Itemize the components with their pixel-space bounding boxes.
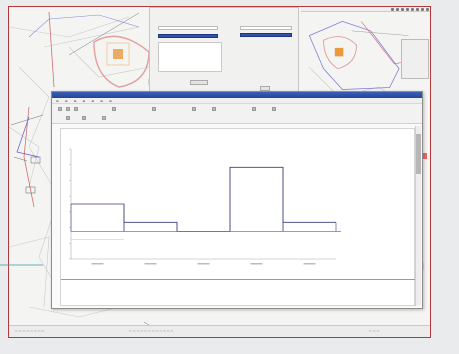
toolbar-button[interactable] bbox=[112, 107, 116, 111]
step-chart bbox=[69, 148, 341, 265]
menu-item[interactable]: ▬ bbox=[64, 99, 68, 103]
vertical-scrollbar[interactable] bbox=[415, 126, 421, 306]
menu-item[interactable]: ▬ bbox=[91, 99, 95, 103]
toolbar-button[interactable] bbox=[66, 116, 70, 120]
chart-series bbox=[70, 166, 341, 265]
toolbar-button[interactable] bbox=[192, 107, 196, 111]
toolbar-button[interactable] bbox=[212, 107, 216, 111]
menu-item[interactable]: ▬ bbox=[73, 99, 77, 103]
screenshot-frame: ▬ ▬ ▬ ▬ ▬ ▬ ▬ bbox=[8, 6, 431, 338]
dialog-field[interactable] bbox=[158, 26, 218, 30]
toolbar-button[interactable] bbox=[252, 107, 256, 111]
minimap-highlight bbox=[334, 47, 344, 57]
x-tick-label-placeholder bbox=[197, 263, 210, 265]
toolbar-icon[interactable] bbox=[416, 8, 419, 11]
dialog-list-box[interactable] bbox=[158, 42, 222, 72]
toolbar-button[interactable] bbox=[272, 107, 276, 111]
status-segment: ▭ ▭ ▭ ▭ ▭ ▭ ▭ ▭ ▭ ▭ ▭ ▭ bbox=[129, 329, 174, 333]
menu-item[interactable]: ▬ bbox=[100, 99, 104, 103]
dialog-field[interactable] bbox=[240, 26, 292, 30]
y-ticks bbox=[69, 148, 71, 260]
window-toolbar bbox=[52, 104, 422, 124]
dialog-selection-bar[interactable] bbox=[240, 33, 292, 37]
dialog-selection-bar[interactable] bbox=[158, 34, 218, 38]
settings-dialog bbox=[149, 7, 299, 97]
x-tick-label-placeholder bbox=[303, 263, 316, 265]
toolbar-icon[interactable] bbox=[406, 8, 409, 11]
dialog-button[interactable] bbox=[260, 86, 270, 91]
toolbar-icon[interactable] bbox=[401, 8, 404, 11]
step-series-line bbox=[71, 166, 336, 232]
map-highlight bbox=[113, 49, 123, 59]
x-tick-label-placeholder bbox=[91, 263, 104, 265]
report-window: ▬ ▬ ▬ ▬ ▬ ▬ ▬ bbox=[51, 91, 423, 309]
minimap-side-panel[interactable] bbox=[401, 39, 429, 79]
toolbar-button[interactable] bbox=[66, 107, 70, 111]
minimap-map bbox=[308, 21, 419, 90]
toolbar-icon[interactable] bbox=[421, 8, 424, 11]
toolbar-button[interactable] bbox=[152, 107, 156, 111]
status-bar: ▭ ▭ ▭ ▭ ▭ ▭ ▭ ▭ ▭ ▭ ▭ ▭ ▭ ▭ ▭ ▭ ▭ ▭ ▭ ▭ … bbox=[9, 325, 430, 337]
toolbar-button[interactable] bbox=[58, 107, 62, 111]
menu-item[interactable]: ▬ bbox=[56, 99, 59, 103]
menu-item[interactable]: ▬ bbox=[109, 99, 112, 103]
x-tick-label-placeholder bbox=[250, 263, 263, 265]
window-title-bar[interactable] bbox=[52, 92, 422, 98]
toolbar-icon[interactable] bbox=[391, 8, 394, 11]
toolbar-button[interactable] bbox=[82, 116, 86, 120]
menu-item[interactable]: ▬ bbox=[82, 99, 86, 103]
minimap-toolbar bbox=[301, 7, 430, 12]
toolbar-button[interactable] bbox=[102, 116, 106, 120]
status-segment: ▭ ▭ ▭ ▭ ▭ ▭ ▭ ▭ bbox=[15, 329, 45, 333]
report-page bbox=[60, 128, 416, 306]
status-segment: ▭ ▭ ▭ bbox=[369, 329, 380, 333]
dialog-button[interactable] bbox=[190, 80, 208, 85]
toolbar-icon[interactable] bbox=[396, 8, 399, 11]
toolbar-button[interactable] bbox=[74, 107, 78, 111]
x-tick-label-placeholder bbox=[144, 263, 157, 265]
toolbar-icon[interactable] bbox=[411, 8, 414, 11]
toolbar-icon[interactable] bbox=[426, 8, 429, 11]
section-divider bbox=[61, 279, 416, 280]
menu-bar: ▬ ▬ ▬ ▬ ▬ ▬ ▬ bbox=[52, 98, 422, 104]
scrollbar-thumb[interactable] bbox=[416, 134, 421, 174]
minimap-panel bbox=[301, 7, 430, 97]
